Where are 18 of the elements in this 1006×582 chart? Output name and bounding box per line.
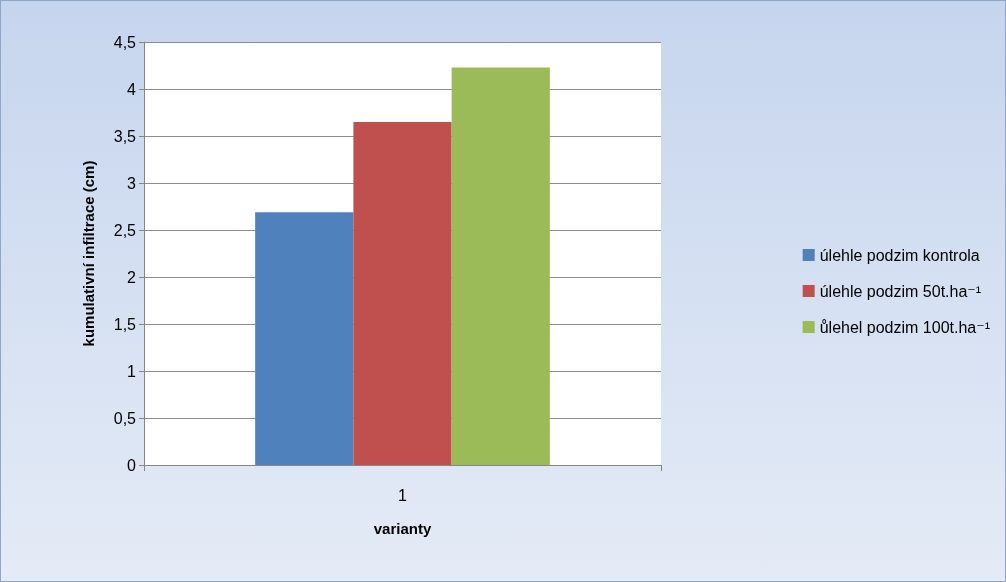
y-tick-label: 1 xyxy=(127,362,137,380)
y-tick-label: 0,5 xyxy=(113,409,137,427)
bar xyxy=(255,212,354,465)
legend-label: ůlehel podzim 100t.ha⁻¹ xyxy=(819,318,990,336)
y-tick-label: 4 xyxy=(127,80,137,98)
bar xyxy=(353,121,452,465)
y-tick-label: 1,5 xyxy=(113,315,137,333)
y-axis-title: kumulativní infiltrace (cm) xyxy=(80,160,97,347)
y-tick-label: 2,5 xyxy=(113,221,137,239)
y-tick-label: 3 xyxy=(127,174,137,192)
y-tick-label: 0 xyxy=(127,456,137,474)
legend-label: úlehle podzim 50t.ha⁻¹ xyxy=(819,282,982,300)
y-tick-label: 3,5 xyxy=(113,127,137,145)
legend-label: úlehle podzim kontrola xyxy=(819,246,980,264)
y-tick-label: 4,5 xyxy=(113,33,137,51)
bar xyxy=(451,67,550,465)
x-axis-title: varianty xyxy=(373,520,432,537)
y-tick-label: 2 xyxy=(127,268,137,286)
